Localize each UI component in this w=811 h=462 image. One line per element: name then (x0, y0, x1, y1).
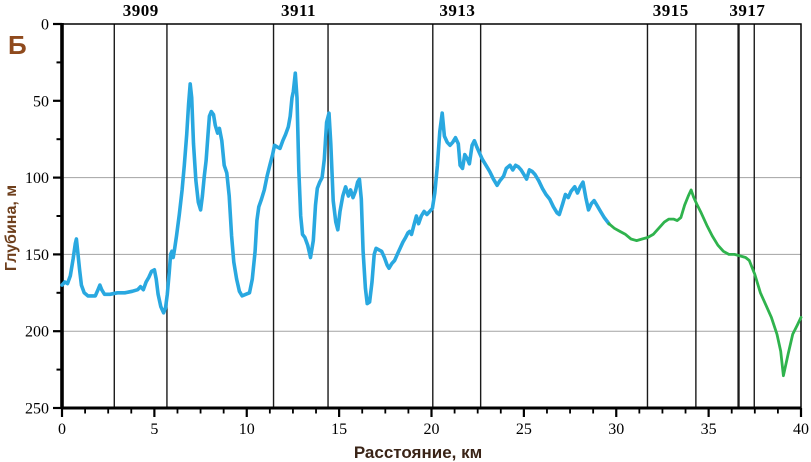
plot-background (62, 24, 801, 408)
x-tick-label: 0 (58, 421, 66, 438)
depth-profile-blue-segment (60, 71, 611, 315)
y-tick-label: 150 (25, 247, 49, 264)
figure-label: Б (8, 30, 27, 60)
y-axis-title: Глубина, м (3, 185, 20, 271)
x-tick-label: 15 (331, 421, 347, 438)
depth-profile-green-segment (607, 188, 803, 378)
station-label-3909: 3909 (123, 1, 159, 20)
x-tick-label: 5 (150, 421, 158, 438)
x-tick-label: 25 (516, 421, 532, 438)
x-axis-title: Расстояние, км (354, 443, 482, 462)
x-tick-label: 30 (608, 421, 624, 438)
x-tick-label: 10 (239, 421, 255, 438)
station-label-3917: 3917 (729, 1, 765, 20)
x-tick-label: 35 (701, 421, 717, 438)
station-label-3915: 3915 (653, 1, 689, 20)
y-tick-label: 0 (41, 17, 49, 34)
y-tick-label: 200 (25, 324, 49, 341)
x-tick-label: 40 (793, 421, 809, 438)
y-tick-label: 250 (25, 401, 49, 418)
y-tick-label: 100 (25, 170, 49, 187)
station-label-3911: 3911 (281, 1, 316, 20)
chart-plot-area: 0 50 100 150 200 250 0 5 10 15 20 25 30 35 40 3909 3911 3… (25, 1, 809, 438)
x-tick-label: 20 (424, 421, 440, 438)
y-tick-label: 50 (33, 93, 49, 110)
station-label-3913: 3913 (439, 1, 475, 20)
